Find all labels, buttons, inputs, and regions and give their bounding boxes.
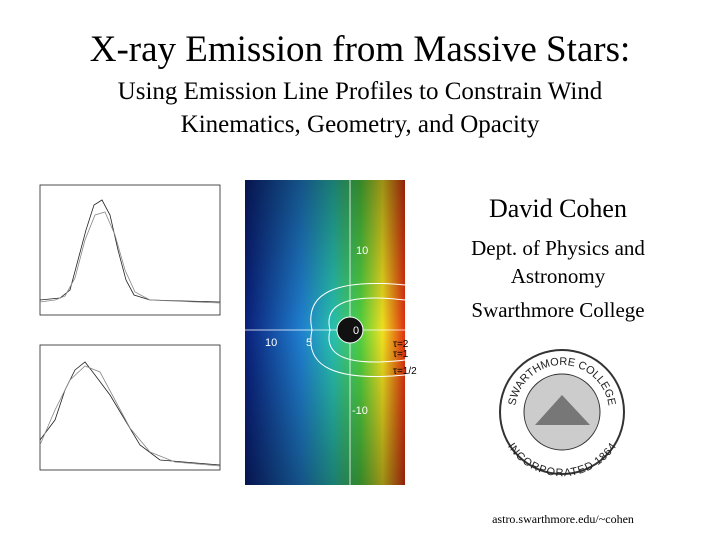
spectrum-plot (39, 184, 221, 471)
affiliation-line: Dept. of Physics and (471, 236, 645, 260)
subtitle-line: Kinematics, Geometry, and Opacity (180, 111, 540, 138)
map-label: 5 (306, 337, 312, 349)
map-label: 10 (265, 337, 277, 349)
map-label: τ=1 (393, 349, 409, 360)
map-label: 10 (356, 245, 368, 257)
map-label: τ=1/2 (393, 366, 417, 377)
url: astro.swarthmore.edu/~cohen (492, 512, 634, 526)
affiliation-line: Swarthmore College (471, 298, 645, 322)
seal-text: SWARTHMORE COLLEGE (506, 356, 617, 407)
affiliation-line: Astronomy (510, 264, 606, 288)
svg-text:INCORPORATED 1864: INCORPORATED 1864 (505, 441, 619, 479)
map-label: τ=2 (393, 339, 409, 350)
seal-text: INCORPORATED 1864 (505, 441, 619, 479)
subtitle-line: Using Emission Line Profiles to Constrai… (117, 78, 603, 105)
map-label: -10 (352, 405, 368, 417)
college-seal: SWARTHMORE COLLEGE INCORPORATED 1864 (499, 349, 625, 479)
svg-text:SWARTHMORE COLLEGE: SWARTHMORE COLLEGE (506, 356, 617, 407)
map-label: 0 (353, 325, 359, 337)
title: X-ray Emission from Massive Stars: (89, 29, 631, 70)
author-name: David Cohen (489, 194, 627, 223)
wind-map: 10 10 5 0 -10 τ=2 τ=1 τ=1/2 (245, 180, 417, 485)
